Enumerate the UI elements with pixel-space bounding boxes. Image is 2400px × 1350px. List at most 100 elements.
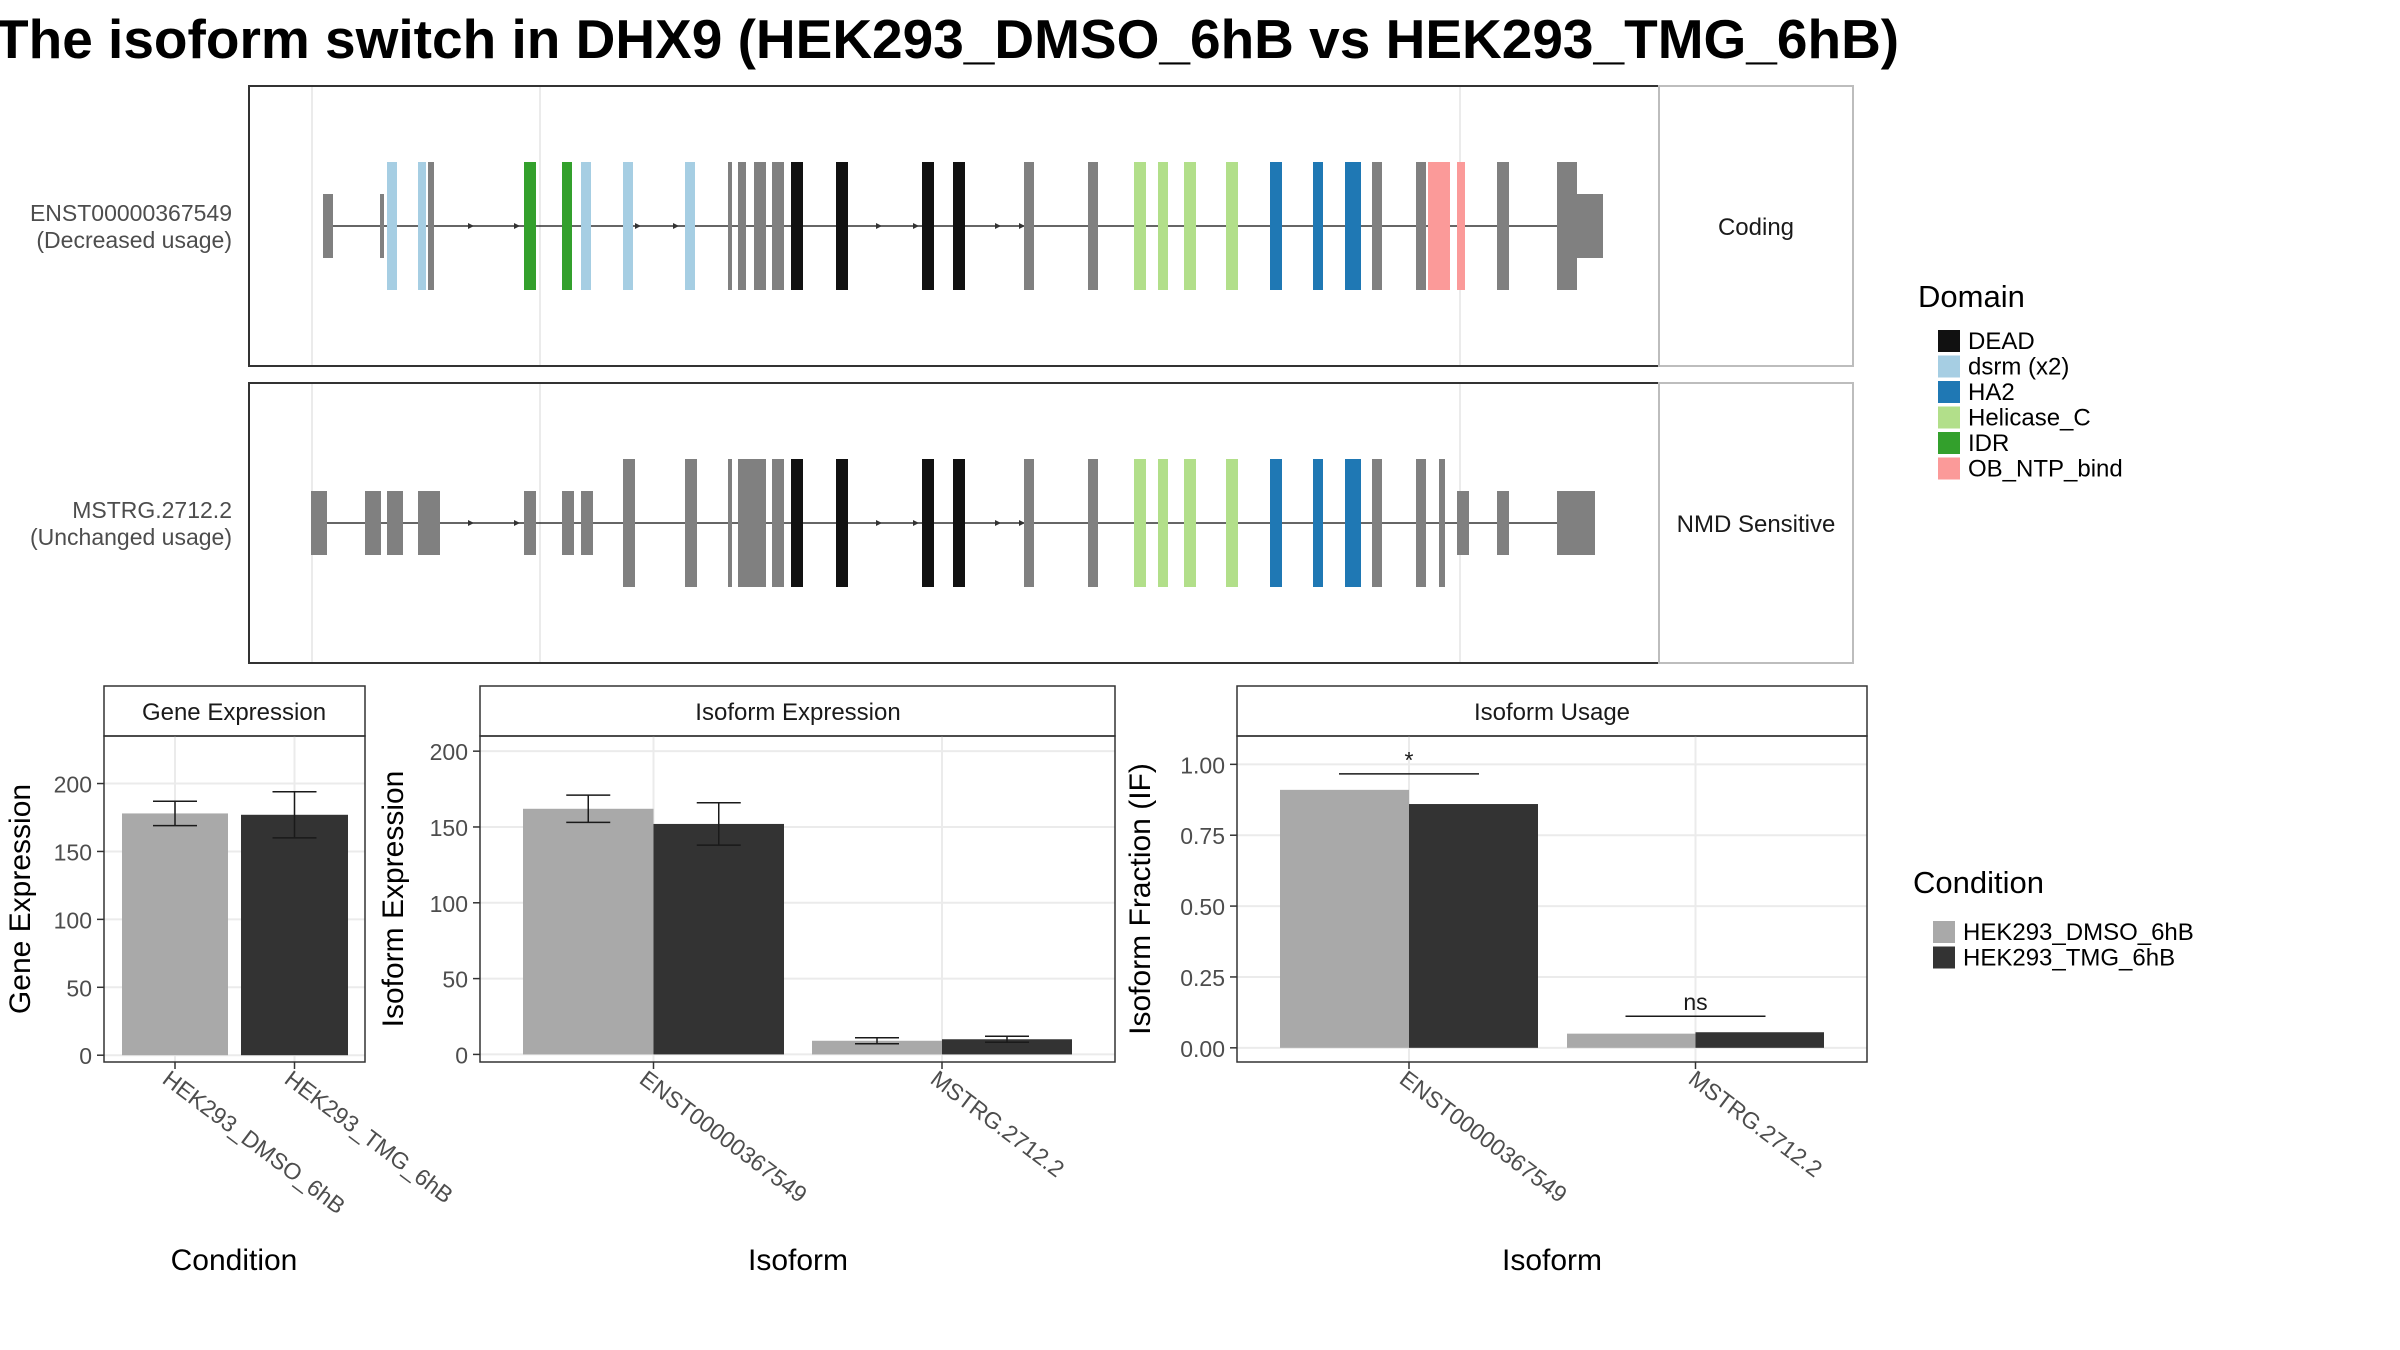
exon-coding (1088, 459, 1098, 587)
bar-enst00000367549-hek293-tmg-6hb (653, 823, 784, 1055)
strand-arrow-icon (913, 520, 919, 526)
bar-hek293-dmso-6hb (122, 813, 228, 1056)
exon-coding (754, 459, 766, 587)
transcript-name: MSTRG.2712.2 (72, 497, 232, 523)
domain-legend-title: Domain (1918, 279, 2025, 314)
exon-ha2 (1313, 459, 1323, 587)
bar-mstrg-2712-2-hek293-dmso-6hb (1567, 1033, 1696, 1048)
exon-noncoding (380, 194, 384, 258)
exon-coding (754, 162, 766, 290)
y-tick-label: 0.75 (1180, 823, 1225, 849)
exon-dsrm-x2 (685, 162, 695, 290)
exon-noncoding (323, 194, 333, 258)
y-tick-label: 100 (54, 907, 92, 933)
domain-legend-swatch-helicase-c (1938, 406, 1960, 429)
x-tick-label: MSTRG.2712.2 (926, 1065, 1069, 1182)
exon-dead (836, 459, 848, 587)
exon-coding (428, 162, 434, 290)
y-tick-label: 0.00 (1180, 1036, 1225, 1062)
strand-arrow-icon (673, 223, 679, 229)
domain-legend-swatch-idr (1938, 432, 1960, 454)
bar-hek293-tmg-6hb (241, 814, 348, 1056)
domain-legend-swatch-ha2 (1938, 381, 1960, 403)
exon-dead (953, 459, 965, 587)
y-tick-label: 0 (79, 1043, 92, 1069)
facet-strip-title: Isoform Expression (695, 699, 900, 726)
exon-ob-ntp-bind (1457, 162, 1465, 290)
plot-panel: 0.00 0.25 0.50 0.75 1.00 * ns (1180, 736, 1867, 1069)
condition-legend-swatch-hek293-tmg-6hb (1933, 946, 1955, 969)
exon-noncoding (1557, 491, 1595, 555)
exon-noncoding (311, 491, 327, 555)
condition-legend-label: HEK293_DMSO_6hB (1963, 919, 2194, 946)
domain-legend-label: HA2 (1968, 379, 2015, 406)
y-tick-label: 0 (455, 1042, 468, 1068)
strand-arrow-icon (514, 223, 520, 229)
exon-dead (953, 162, 965, 290)
category-strip (1658, 382, 1854, 664)
exon-coding (685, 459, 697, 587)
domain-legend-label: OB_NTP_bind (1968, 456, 2123, 483)
exon-coding (1416, 162, 1426, 290)
bar-enst00000367549-hek293-tmg-6hb (1409, 804, 1538, 1048)
exon-noncoding (418, 491, 430, 555)
exon-noncoding (1457, 491, 1469, 555)
x-axis-title: Condition (171, 1244, 298, 1277)
exon-ob-ntp-bind (1428, 162, 1450, 290)
domain-legend-label: Helicase_C (1968, 405, 2091, 432)
exon-dsrm-x2 (418, 162, 426, 290)
exon-dsrm-x2 (581, 162, 591, 290)
exon-coding (728, 459, 732, 587)
bar-enst00000367549-hek293-dmso-6hb (1280, 789, 1409, 1048)
facet-strip-title: Isoform Usage (1474, 699, 1630, 726)
plot-panel: 0 50 100 150 200 (54, 736, 365, 1069)
exon-noncoding (365, 491, 381, 555)
y-tick-label: 200 (54, 772, 92, 798)
domain-legend-label: IDR (1968, 430, 2009, 457)
exon-dead (922, 162, 934, 290)
figure-title: The isoform switch in DHX9 (HEK293_DMSO_… (0, 8, 1899, 70)
exon-noncoding (562, 491, 574, 555)
transcript-category: Coding (1718, 214, 1794, 241)
y-axis-title: Isoform Expression (377, 771, 410, 1028)
exon-idr (524, 162, 536, 290)
condition-legend-label: HEK293_TMG_6hB (1963, 945, 2175, 972)
exon-coding (1497, 162, 1509, 290)
exon-helicase-c (1158, 162, 1168, 290)
domain-legend-swatch-dead (1938, 330, 1960, 352)
exon-helicase-c (1158, 459, 1168, 587)
exon-dead (836, 162, 848, 290)
condition-legend-title: Condition (1913, 865, 2044, 900)
domain-legend-swatch-ob-ntp-bind (1938, 457, 1960, 480)
exon-helicase-c (1226, 162, 1238, 290)
y-axis-title: Isoform Fraction (IF) (1124, 763, 1157, 1035)
exon-coding (1416, 459, 1426, 587)
strand-arrow-icon (1019, 223, 1025, 229)
exon-ha2 (1345, 162, 1361, 290)
y-tick-label: 200 (430, 739, 468, 765)
exon-coding (772, 459, 784, 587)
exon-coding (1024, 459, 1034, 587)
exon-ha2 (1313, 162, 1323, 290)
strand-arrow-icon (995, 223, 1001, 229)
exon-noncoding (524, 491, 536, 555)
y-axis-title: Gene Expression (4, 784, 37, 1014)
exon-helicase-c (1134, 459, 1146, 587)
plot-panel-border (103, 735, 366, 1063)
plot-panel-border (1236, 735, 1868, 1063)
y-tick-label: 1.00 (1180, 752, 1225, 778)
facet-strip-title: Gene Expression (142, 699, 326, 726)
exon-noncoding (428, 491, 440, 555)
strand-arrow-icon (1019, 520, 1025, 526)
transcript-usage: (Decreased usage) (36, 227, 232, 253)
condition-legend-swatch-hek293-dmso-6hb (1933, 921, 1955, 943)
significance-label: * (1405, 747, 1414, 773)
transcript-usage: (Unchanged usage) (30, 524, 232, 550)
exon-ha2 (1345, 459, 1361, 587)
y-tick-label: 50 (66, 975, 92, 1001)
isoform-expression-chart: Isoform Expression 0 50 100 150 200 ENST000003… (377, 685, 1116, 1277)
exon-noncoding (387, 491, 403, 555)
exon-dead (922, 459, 934, 587)
y-tick-label: 50 (442, 967, 468, 993)
